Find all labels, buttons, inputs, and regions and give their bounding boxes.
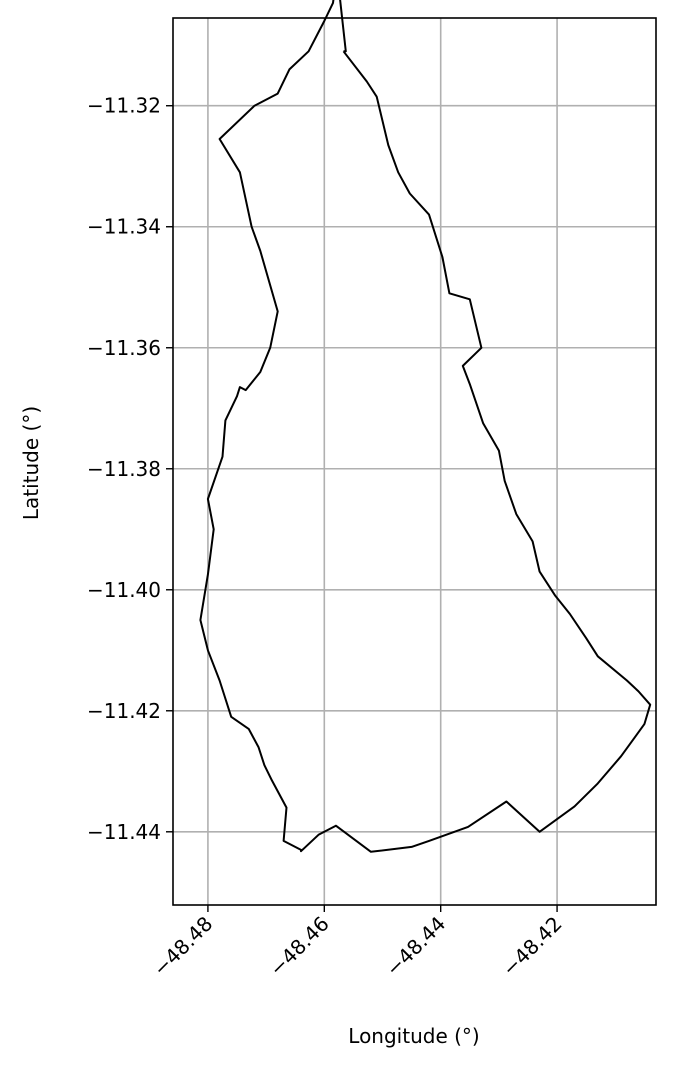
y-tick-label: −11.36: [87, 336, 161, 360]
x-axis-label: Longitude (°): [348, 1024, 479, 1048]
grid-lines: [173, 18, 656, 905]
plot-area: [199, 0, 652, 853]
y-tick-label: −11.40: [87, 578, 161, 602]
y-axis-ticks: −11.32 −11.34 −11.36 −11.38 −11.40 −11.42 −11.…: [87, 94, 173, 844]
y-tick-label: −11.38: [87, 457, 161, 481]
y-tick-label: −11.32: [87, 94, 161, 118]
y-tick-label: −11.44: [87, 820, 161, 844]
y-axis-label: Latitude (°): [19, 406, 43, 520]
y-tick-label: −11.34: [87, 215, 161, 239]
boundary-line: [199, 0, 652, 853]
y-tick-label: −11.42: [87, 699, 161, 723]
axes-frame: [172, 17, 657, 906]
